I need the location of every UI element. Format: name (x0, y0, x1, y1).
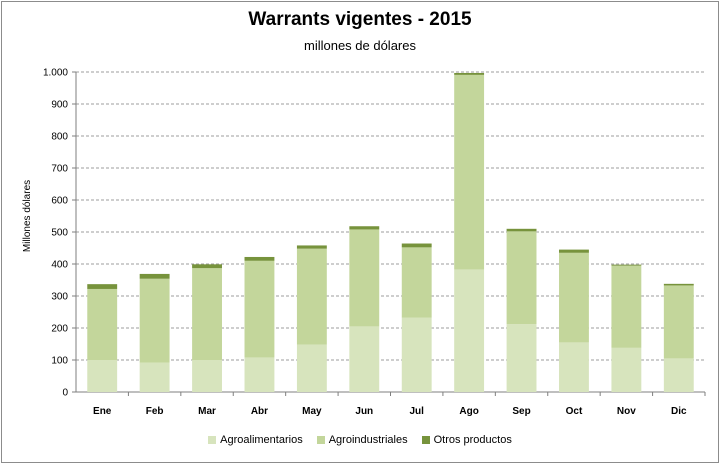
x-tick-label: Oct (566, 406, 583, 417)
bar-segment-1 (611, 347, 642, 392)
bar-segment-1 (244, 357, 275, 392)
y-tick-label: 500 (51, 228, 68, 239)
x-tick-label: Abr (251, 406, 268, 417)
bar-segment-1 (349, 326, 380, 392)
bar-segment-2 (139, 278, 170, 363)
bar-segment-3 (559, 249, 589, 253)
legend: Agroalimentarios Agroindustriales Otros pr… (0, 434, 720, 446)
y-tick-label: 1.000 (43, 68, 68, 79)
bar-segment-2 (192, 268, 222, 360)
bar-segment-3 (611, 264, 642, 266)
y-tick-label: 900 (51, 100, 68, 111)
chart-title: Warrants vigentes - 2015 (248, 9, 472, 30)
bar-segment-1 (401, 317, 432, 392)
y-axis-label: Millones dólares (22, 180, 33, 252)
legend-item: Agroindustriales (316, 434, 408, 446)
legend-swatch (316, 436, 325, 444)
legend-label: Agroindustriales (328, 434, 408, 446)
legend-label: Otros productos (433, 434, 512, 446)
y-tick-label: 400 (51, 260, 68, 271)
x-tick-label: Ago (459, 406, 478, 417)
bar-segment-3 (401, 243, 432, 248)
x-tick-label: Dic (671, 406, 687, 417)
y-tick-label: 600 (51, 196, 68, 207)
bar-segment-3 (663, 283, 694, 286)
bar-segment-1 (192, 360, 222, 392)
x-tick-label: Feb (146, 406, 164, 417)
axis-labels: 0 100 200 300 400 500 600 700 800 900 1.000 Ene Feb M… (43, 68, 687, 418)
bar-segment-1 (87, 360, 118, 392)
y-tick-label: 200 (51, 324, 68, 335)
bar-segment-1 (663, 358, 694, 392)
x-tick-label: Mar (198, 406, 216, 417)
bar-segment-2 (611, 265, 642, 348)
axes (72, 71, 706, 396)
bar-segment-3 (192, 264, 222, 269)
bar-segment-1 (139, 362, 170, 392)
bar-segment-2 (506, 231, 537, 325)
bar-segment-1 (296, 344, 327, 392)
bar-segment-2 (401, 247, 432, 318)
x-tick-label: Jul (409, 406, 424, 417)
x-tick-label: Ene (93, 406, 112, 417)
x-tick-label: Jun (355, 406, 373, 417)
bar-segment-2 (454, 74, 485, 270)
y-tick-label: 700 (51, 164, 68, 175)
bar-segment-1 (454, 269, 485, 392)
bar-segment-3 (244, 256, 275, 261)
bar-segment-2 (663, 285, 694, 359)
legend-item: Otros productos (421, 434, 512, 446)
y-tick-label: 300 (51, 292, 68, 303)
bar-segment-3 (139, 273, 170, 279)
bar-segment-3 (349, 226, 380, 230)
bar-segment-3 (454, 72, 485, 75)
x-tick-label: May (302, 406, 322, 417)
legend-item: Agroalimentarios (208, 434, 303, 446)
grid-lines (76, 71, 705, 361)
y-tick-label: 0 (62, 388, 68, 399)
bar-segment-2 (296, 248, 327, 345)
bar-segment-1 (559, 342, 589, 392)
bars (87, 72, 694, 392)
x-tick-label: Nov (617, 406, 636, 417)
chart-subtitle: millones de dólares (303, 38, 416, 53)
bar-segment-2 (87, 288, 118, 360)
bar-segment-3 (506, 228, 537, 232)
legend-label: Agroalimentarios (220, 434, 303, 446)
bar-segment-2 (559, 252, 589, 343)
legend-swatch (208, 436, 217, 444)
legend-swatch (421, 436, 430, 444)
bar-segment-3 (296, 245, 327, 249)
y-tick-label: 800 (51, 132, 68, 143)
bar-segment-2 (244, 260, 275, 358)
bar-segment-3 (87, 284, 118, 289)
y-tick-label: 100 (51, 356, 68, 367)
bar-segment-2 (349, 229, 380, 327)
bar-segment-1 (506, 324, 537, 392)
x-tick-label: Sep (512, 406, 530, 417)
